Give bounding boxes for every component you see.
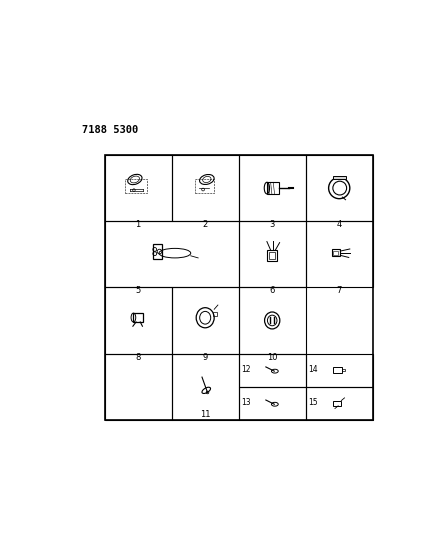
- Bar: [171, 287, 238, 353]
- Bar: [212, 312, 216, 316]
- Bar: [194, 180, 213, 193]
- Bar: [152, 244, 162, 259]
- Bar: [238, 221, 305, 287]
- Text: 14: 14: [308, 365, 317, 374]
- Text: 4: 4: [336, 220, 341, 229]
- Text: 1: 1: [135, 220, 141, 229]
- Bar: [332, 251, 337, 255]
- Bar: [267, 250, 276, 261]
- Text: 13: 13: [241, 398, 250, 407]
- Bar: [238, 287, 305, 353]
- Text: 12: 12: [241, 365, 250, 374]
- Bar: [333, 367, 342, 373]
- Text: 2: 2: [202, 220, 207, 229]
- Text: 8: 8: [135, 352, 141, 361]
- Bar: [104, 287, 171, 353]
- Bar: [133, 313, 143, 322]
- Bar: [171, 155, 238, 221]
- Bar: [104, 155, 372, 419]
- Text: 10: 10: [266, 352, 277, 361]
- Text: 7188 5300: 7188 5300: [81, 125, 138, 135]
- Bar: [331, 249, 340, 256]
- Bar: [333, 400, 340, 406]
- Text: 9: 9: [202, 352, 207, 361]
- Bar: [305, 353, 372, 386]
- Bar: [305, 155, 372, 221]
- Bar: [268, 252, 275, 259]
- Bar: [104, 221, 238, 287]
- Bar: [305, 221, 372, 287]
- Bar: [238, 386, 305, 419]
- Text: 11: 11: [199, 410, 210, 419]
- Text: 15: 15: [308, 398, 317, 407]
- Text: 3: 3: [269, 220, 274, 229]
- Bar: [266, 182, 278, 194]
- Bar: [238, 353, 305, 386]
- Bar: [125, 180, 146, 193]
- Bar: [305, 386, 372, 419]
- Bar: [104, 155, 171, 221]
- Text: 6: 6: [269, 286, 274, 295]
- Text: 7: 7: [336, 286, 341, 295]
- Bar: [104, 353, 171, 419]
- Bar: [238, 155, 305, 221]
- Bar: [332, 176, 345, 179]
- Bar: [342, 369, 344, 372]
- Bar: [171, 353, 238, 419]
- Text: 5: 5: [135, 286, 141, 295]
